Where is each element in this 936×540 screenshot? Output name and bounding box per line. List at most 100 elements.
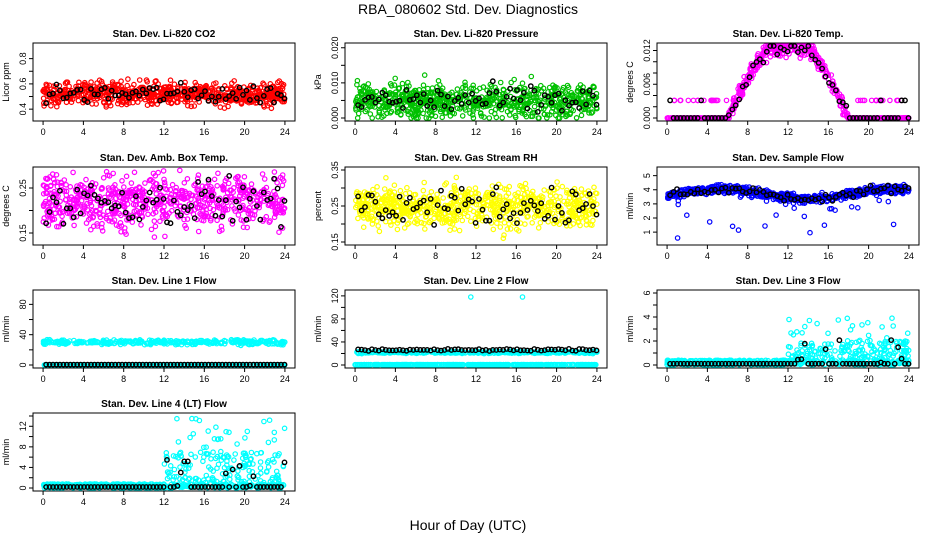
data-point bbox=[536, 115, 542, 121]
data-point bbox=[266, 201, 273, 208]
data-point bbox=[211, 176, 218, 183]
hourly-point bbox=[784, 48, 791, 55]
data-point bbox=[66, 210, 73, 217]
hourly-point bbox=[174, 208, 181, 215]
hourly-point bbox=[479, 206, 486, 213]
data-point bbox=[451, 226, 458, 232]
x-tick-label: 8 bbox=[121, 127, 126, 137]
hourly-point bbox=[503, 93, 510, 100]
hourly-point bbox=[684, 115, 691, 121]
hourly-point bbox=[108, 87, 115, 94]
hourly-point bbox=[888, 115, 895, 121]
data-point bbox=[50, 96, 57, 102]
data-point bbox=[237, 207, 244, 214]
hourly-point bbox=[50, 90, 56, 97]
data-point bbox=[161, 176, 167, 183]
hourly-point bbox=[819, 65, 825, 72]
data-point bbox=[76, 79, 82, 86]
data-point bbox=[523, 113, 530, 120]
y-tick-label: 0.010 bbox=[330, 72, 340, 95]
data-point bbox=[148, 226, 155, 233]
hourly-point bbox=[871, 115, 877, 121]
hourly-point bbox=[215, 197, 222, 203]
hourly-point bbox=[250, 83, 257, 90]
hourly-point bbox=[590, 203, 596, 210]
data-point bbox=[194, 187, 200, 193]
data-point bbox=[217, 104, 224, 110]
data-point bbox=[118, 229, 124, 235]
data-point bbox=[376, 228, 383, 235]
data-point bbox=[420, 187, 427, 194]
data-point bbox=[179, 187, 186, 194]
data-point bbox=[195, 195, 201, 202]
data-point bbox=[404, 184, 410, 191]
hourly-point bbox=[60, 220, 67, 227]
data-point bbox=[493, 220, 500, 227]
hourly-point bbox=[160, 196, 167, 202]
data-point bbox=[548, 88, 555, 95]
hourly-point bbox=[444, 93, 451, 100]
hourly-point bbox=[812, 56, 819, 63]
plot-frame bbox=[656, 166, 920, 246]
y-tick-label: 4 bbox=[642, 187, 652, 192]
data-point bbox=[110, 211, 117, 217]
data-point bbox=[151, 234, 158, 240]
data-point bbox=[152, 173, 159, 179]
data-point bbox=[133, 187, 140, 193]
data-point bbox=[236, 193, 243, 199]
data-point bbox=[208, 188, 215, 194]
hourly-point bbox=[691, 115, 698, 121]
hourly-point bbox=[195, 95, 202, 102]
data-point bbox=[83, 220, 90, 226]
data-point bbox=[848, 204, 855, 210]
data-point bbox=[409, 101, 416, 108]
data-point bbox=[168, 201, 174, 207]
data-point bbox=[213, 80, 219, 86]
hourly-point bbox=[50, 194, 56, 201]
data-point bbox=[94, 80, 100, 86]
hourly-point bbox=[77, 210, 84, 217]
y-tick-label: 3 bbox=[642, 201, 652, 206]
data-point bbox=[100, 175, 107, 181]
hourly-point bbox=[95, 195, 101, 202]
hourly-point bbox=[808, 52, 815, 59]
x-tick-label: 8 bbox=[433, 127, 438, 137]
data-point bbox=[145, 211, 151, 218]
hourly-point bbox=[208, 93, 215, 100]
data-point bbox=[404, 108, 411, 115]
hourly-point bbox=[770, 43, 777, 49]
x-tick-label: 4 bbox=[705, 127, 710, 137]
data-point bbox=[116, 194, 123, 200]
data-point bbox=[154, 101, 161, 107]
hourly-point bbox=[267, 85, 274, 92]
data-point bbox=[519, 80, 526, 87]
data-point bbox=[107, 95, 114, 102]
hourly-point bbox=[583, 101, 589, 108]
panel-title: Stan. Dev. Li-820 CO2 bbox=[113, 29, 216, 40]
x-tick-label: 8 bbox=[121, 251, 126, 261]
data-point bbox=[741, 73, 747, 80]
hourly-point bbox=[510, 95, 517, 102]
hourly-point bbox=[694, 115, 701, 121]
data-point bbox=[140, 94, 147, 101]
data-point bbox=[62, 197, 69, 203]
hourly-point bbox=[517, 97, 524, 104]
data-point bbox=[506, 221, 512, 227]
data-point bbox=[222, 205, 228, 211]
hourly-point bbox=[46, 209, 53, 215]
series-points bbox=[40, 167, 288, 240]
hourly-point bbox=[136, 216, 143, 223]
data-point bbox=[161, 204, 167, 210]
data-point bbox=[205, 179, 212, 185]
data-point bbox=[46, 82, 53, 89]
data-point bbox=[93, 101, 100, 107]
hourly-point bbox=[496, 102, 503, 109]
x-tick-label: 16 bbox=[199, 251, 209, 261]
hourly-point bbox=[698, 97, 705, 104]
hourly-point bbox=[674, 115, 680, 121]
data-point bbox=[184, 216, 191, 222]
data-point bbox=[573, 115, 580, 121]
data-point bbox=[801, 213, 808, 220]
